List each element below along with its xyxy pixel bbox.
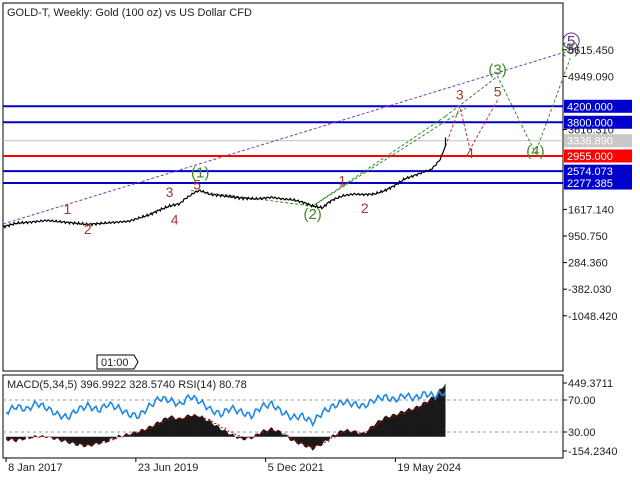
time-badge-shape <box>96 354 139 370</box>
price-axis: 5615.4504949.0903616.3101617.140950.7502… <box>563 45 618 323</box>
level-tag-label: 2277.385 <box>567 178 613 190</box>
price-axis-label: 1617.140 <box>568 204 614 216</box>
wave-label: 5 <box>567 33 575 50</box>
wave-label: (1) <box>191 164 209 181</box>
wave-label: 3 <box>166 184 174 200</box>
level-tag[interactable] <box>564 99 632 113</box>
level-tag[interactable] <box>564 149 632 163</box>
level-tag-label: 3800.000 <box>567 117 613 129</box>
time-axis-label: 19 May 2024 <box>397 462 461 474</box>
rsi-line <box>5 389 447 428</box>
time-axis-label: 8 Jan 2017 <box>8 462 62 474</box>
indicator-title: MACD(5,34,5) 396.9922 328.5740 RSI(14) 8… <box>7 379 247 391</box>
wave-label: 2 <box>361 200 369 216</box>
level-tag[interactable] <box>564 134 632 148</box>
wave-label: 4 <box>171 211 179 227</box>
wave-label: (3) <box>488 61 506 78</box>
level-tag-label: 3336.890 <box>567 136 613 148</box>
chart-title: GOLD-T, Weekly: Gold (100 oz) vs US Doll… <box>7 7 252 19</box>
price-levels <box>3 105 563 185</box>
level-tag-label: 2955.000 <box>567 151 613 163</box>
price-axis-label: -1048.420 <box>568 311 618 323</box>
macd-signal <box>5 391 446 449</box>
main-chart-frame <box>2 2 564 372</box>
wave-circle <box>562 32 580 50</box>
wave-label: 5 <box>494 84 502 100</box>
level-tag[interactable] <box>564 164 632 178</box>
price-axis-label: -382.030 <box>568 284 611 296</box>
indicator-axis-label: 30.00 <box>568 427 596 439</box>
indicator-axis-label: 449.3711 <box>568 378 613 390</box>
level-tag[interactable] <box>564 176 632 190</box>
level-tag-label: 2574.073 <box>567 166 613 178</box>
macd-signal-line <box>5 391 446 449</box>
wave-label: 2 <box>84 221 92 237</box>
indicator-axis: 449.3711 70.00 30.00 -154.2340 <box>563 378 618 458</box>
wave-label: (2) <box>303 206 321 223</box>
wave-label: 4 <box>466 145 474 161</box>
time-axis: 8 Jan 2017 23 Jun 2019 5 Dec 2021 19 May 20… <box>5 458 461 474</box>
wave-trendline[interactable] <box>312 107 467 207</box>
price-axis-label: 5615.450 <box>568 45 614 57</box>
wave-label: 1 <box>338 172 346 188</box>
wave-label: (4) <box>526 143 544 160</box>
wave-label: 3 <box>456 86 464 102</box>
price-axis-label: 284.360 <box>568 258 608 270</box>
level-price-tags: 4200.000 3800.000 3336.890 2955.000 2574.073… <box>564 99 632 190</box>
level-tag[interactable] <box>564 115 632 129</box>
price-series <box>2 137 447 230</box>
wave-trendline[interactable] <box>445 99 499 151</box>
level-tag-label: 4200.000 <box>567 101 613 113</box>
rsi-series <box>5 389 447 428</box>
indicator-axis-label: 70.00 <box>568 395 596 407</box>
indicator-frame <box>2 374 564 459</box>
price-axis-label: 4949.090 <box>568 71 614 83</box>
wave-trendlines <box>2 47 579 225</box>
wave-trendline[interactable] <box>445 58 571 155</box>
indicator-panel[interactable]: MACD(5,34,5) 396.9922 328.5740 RSI(14) 8… <box>2 374 564 459</box>
time-axis-label: 5 Dec 2021 <box>268 462 324 474</box>
price-axis-label: 950.750 <box>568 231 608 243</box>
price-line <box>2 145 447 230</box>
time-badge[interactable]: 01:00 <box>96 354 139 370</box>
wave-trendline[interactable] <box>2 47 579 225</box>
time-badge-label: 01:00 <box>101 357 129 369</box>
indicator-axis-label: -154.2340 <box>568 446 618 458</box>
time-axis-label: 23 Jun 2019 <box>138 462 199 474</box>
wave-label: 5 <box>193 176 201 192</box>
wave-label: 1 <box>63 201 71 217</box>
